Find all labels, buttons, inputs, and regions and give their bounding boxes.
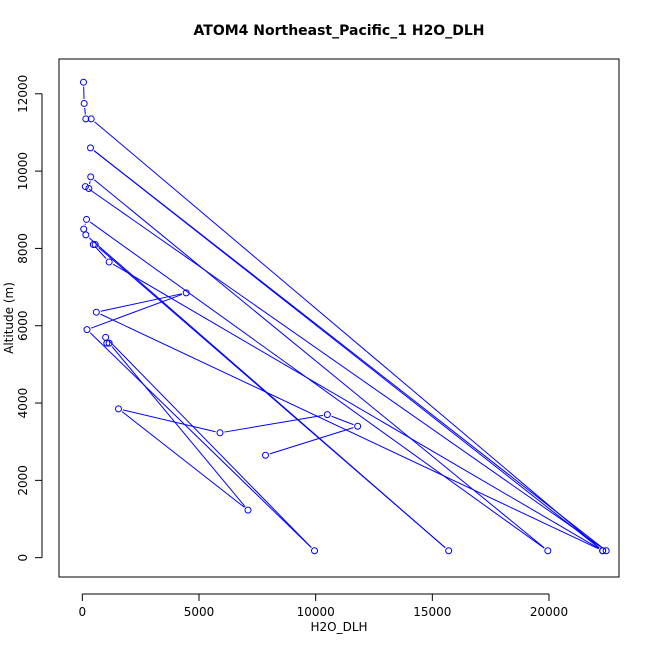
y-axis-label: Altitude (m): [2, 282, 16, 354]
y-tick-label: 10000: [16, 152, 30, 190]
y-tick-label: 6000: [16, 310, 30, 341]
y-tick-label: 12000: [16, 75, 30, 113]
y-tick-label: 4000: [16, 388, 30, 419]
y-tick-label: 2000: [16, 465, 30, 496]
chart-title: ATOM4 Northeast_Pacific_1 H2O_DLH: [194, 23, 485, 39]
x-axis-label: H2O_DLH: [310, 620, 367, 634]
x-tick-label: 10000: [297, 605, 335, 619]
x-tick-label: 15000: [413, 605, 451, 619]
y-tick-label: 8000: [16, 233, 30, 264]
x-tick-label: 20000: [530, 605, 568, 619]
y-tick-label: 0: [16, 554, 30, 562]
x-tick-label: 5000: [184, 605, 215, 619]
x-tick-label: 0: [79, 605, 87, 619]
series-segment: [85, 108, 86, 115]
